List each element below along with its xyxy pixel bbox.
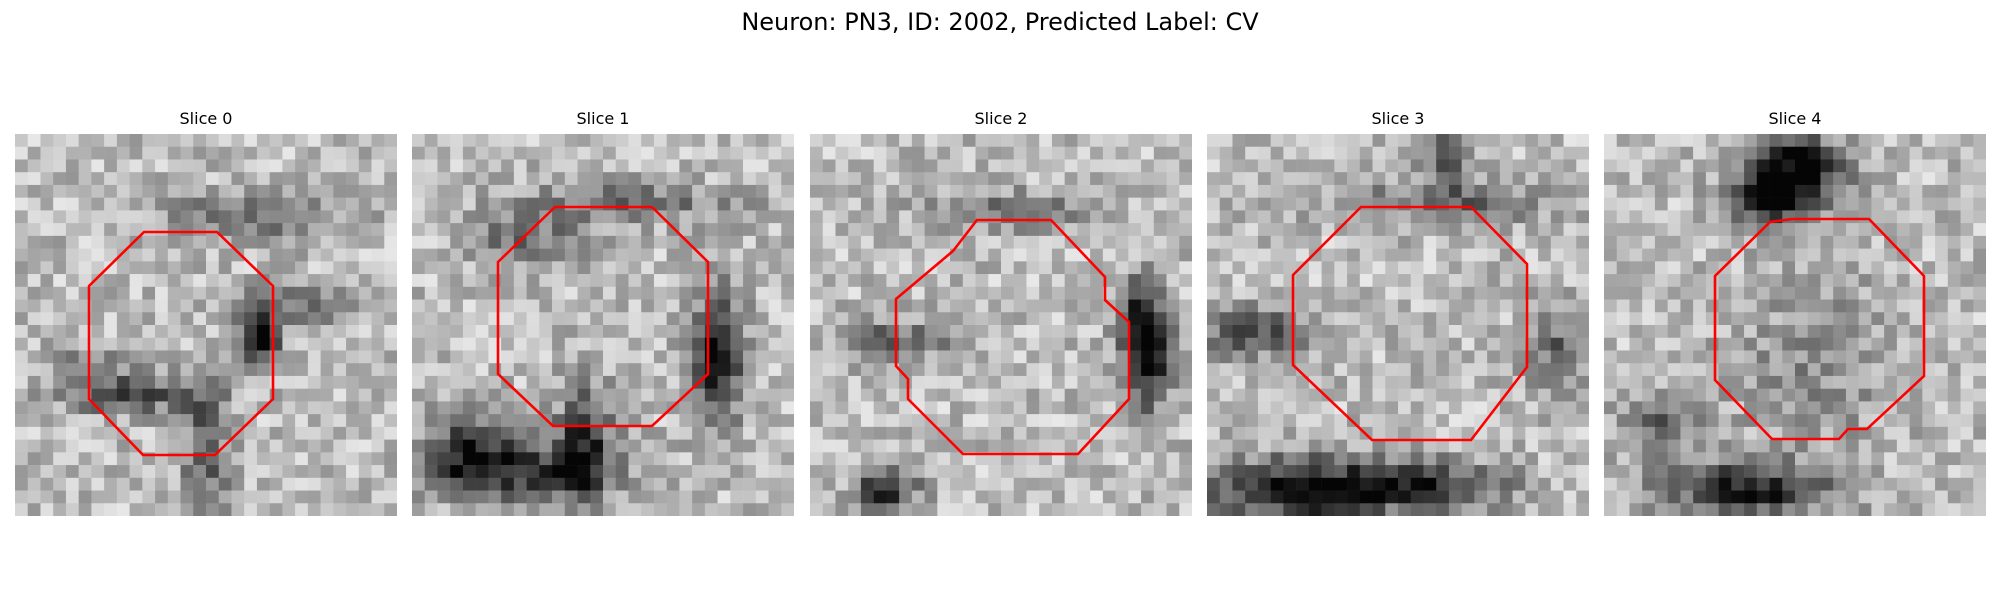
- cell-outline-3: [1291, 205, 1529, 442]
- slice-title-4: Slice 4: [1768, 109, 1822, 128]
- figure-title: Neuron: PN3, ID: 2002, Predicted Label: …: [741, 8, 1259, 36]
- gray-noise-texture: [1207, 134, 1589, 516]
- gray-noise-texture: [810, 134, 1192, 516]
- slice-title-2: Slice 2: [974, 109, 1028, 128]
- gray-noise-texture: [1604, 134, 1986, 516]
- cell-outline-2: [894, 218, 1131, 456]
- slice-title-3: Slice 3: [1371, 109, 1425, 128]
- cell-outline-1: [496, 205, 710, 428]
- slice-image-2: [810, 134, 1192, 516]
- gray-noise-texture: [15, 134, 397, 516]
- gray-noise-texture: [412, 134, 794, 516]
- cell-outline-4: [1713, 217, 1926, 441]
- slice-image-4: [1604, 134, 1986, 516]
- slice-title-0: Slice 0: [179, 109, 233, 128]
- cell-outline-0: [87, 230, 275, 457]
- slice-image-3: [1207, 134, 1589, 516]
- slice-image-0: [15, 134, 397, 516]
- slice-image-1: [412, 134, 794, 516]
- slice-title-1: Slice 1: [576, 109, 630, 128]
